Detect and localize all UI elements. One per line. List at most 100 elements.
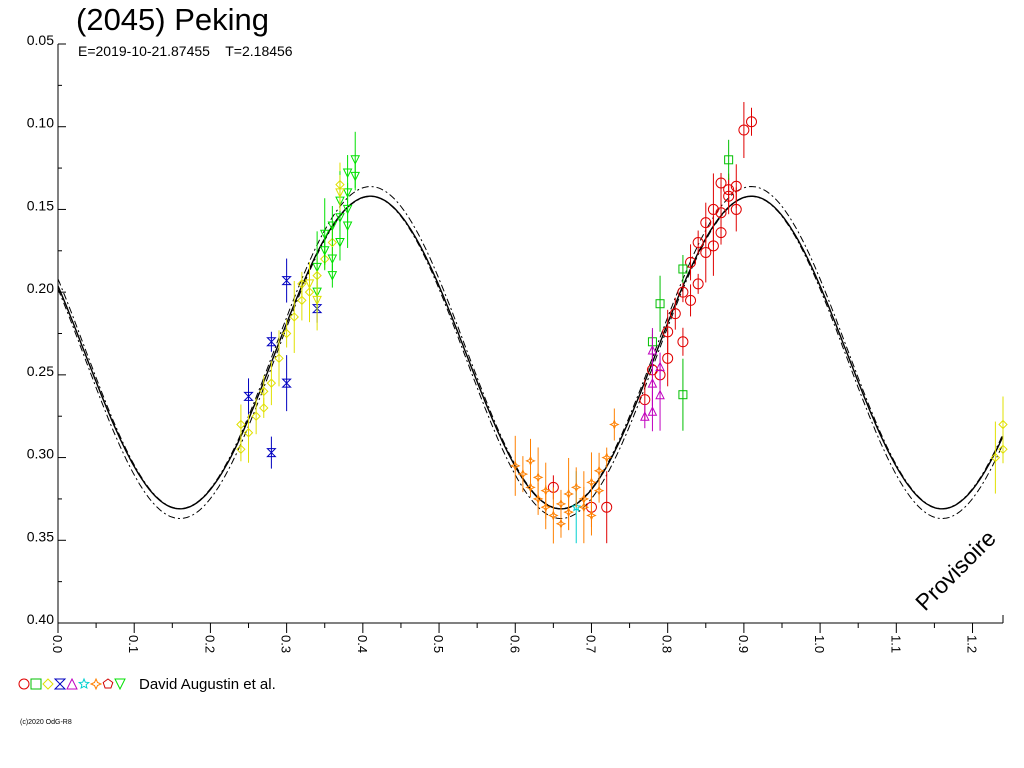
data-point bbox=[685, 294, 697, 306]
y-tick-label: 0.15 bbox=[27, 197, 54, 213]
x-tick-label: 0.3 bbox=[279, 635, 294, 653]
data-point bbox=[707, 203, 719, 215]
data-point bbox=[312, 262, 322, 273]
data-point bbox=[236, 444, 246, 455]
x-tick-label: 1.1 bbox=[888, 635, 903, 653]
data-point bbox=[281, 378, 292, 388]
data-point bbox=[335, 188, 345, 199]
data-point bbox=[669, 308, 681, 320]
series-circle-0 bbox=[547, 102, 758, 544]
data-point bbox=[601, 452, 612, 463]
data-point bbox=[593, 465, 605, 477]
data-point bbox=[601, 501, 613, 513]
data-point bbox=[350, 171, 361, 182]
x-tick-label: 0.6 bbox=[507, 635, 522, 653]
data-point bbox=[571, 501, 582, 512]
data-point bbox=[715, 207, 727, 219]
data-point bbox=[990, 452, 1001, 463]
data-point bbox=[707, 240, 719, 252]
x-tick-label: 0.0 bbox=[50, 635, 65, 653]
data-point bbox=[723, 190, 735, 202]
data-point bbox=[281, 276, 292, 286]
data-point bbox=[266, 337, 277, 347]
data-point bbox=[647, 406, 658, 416]
y-tick-label: 0.05 bbox=[27, 32, 54, 48]
data-point bbox=[297, 295, 307, 306]
legend-symbol bbox=[30, 678, 42, 690]
x-tick-label: 1.0 bbox=[812, 635, 827, 653]
x-tick-label: 0.2 bbox=[202, 635, 217, 653]
data-point bbox=[525, 455, 536, 467]
data-point bbox=[274, 353, 284, 364]
series-square-1 bbox=[647, 139, 734, 431]
data-point bbox=[259, 403, 269, 413]
y-tick-label: 0.35 bbox=[27, 528, 54, 544]
data-point bbox=[319, 229, 330, 240]
data-point bbox=[532, 472, 544, 483]
data-point bbox=[700, 246, 712, 258]
y-tick-label: 0.10 bbox=[27, 115, 54, 131]
epoch-period-subtitle: E=2019-10-21.87455 T=2.18456 bbox=[78, 43, 293, 59]
data-point bbox=[662, 352, 674, 364]
data-point bbox=[342, 221, 353, 232]
data-point bbox=[609, 419, 620, 430]
legend: David Augustin et al. bbox=[18, 674, 276, 694]
data-point bbox=[327, 221, 338, 232]
data-points bbox=[236, 102, 1008, 544]
chart-axes: 0.0 0.1 0.2 0.3 0.4 0.5 0.6 0.7 0.8 0.9 1.0 1.1 1.2 0… bbox=[27, 32, 1004, 653]
data-point bbox=[266, 378, 277, 388]
data-point bbox=[327, 271, 338, 281]
series-cross-6 bbox=[509, 408, 620, 544]
data-point bbox=[593, 485, 605, 496]
y-tick-label: 0.40 bbox=[27, 611, 54, 627]
data-point bbox=[563, 506, 574, 518]
series-triangle-down-8 bbox=[312, 131, 361, 313]
legend-symbol bbox=[42, 678, 54, 690]
data-point bbox=[289, 312, 299, 322]
data-point bbox=[509, 460, 521, 472]
legend-observer-text: David Augustin et al. bbox=[139, 675, 276, 693]
legend-symbol bbox=[114, 678, 126, 691]
data-point bbox=[236, 419, 246, 430]
x-tick-label: 0.8 bbox=[660, 635, 675, 653]
data-point bbox=[555, 518, 567, 530]
data-point bbox=[677, 286, 689, 298]
legend-symbol bbox=[53, 678, 67, 690]
data-point bbox=[746, 116, 758, 128]
copyright-note: (c)2020 OdG-R8 bbox=[20, 719, 72, 726]
data-point bbox=[311, 304, 323, 314]
data-point bbox=[692, 237, 704, 249]
legend-symbol bbox=[66, 677, 78, 690]
data-point bbox=[655, 389, 665, 400]
data-point bbox=[586, 477, 597, 488]
data-point bbox=[281, 328, 292, 339]
legend-symbol bbox=[18, 678, 30, 690]
data-point bbox=[304, 287, 315, 297]
data-point bbox=[327, 254, 338, 265]
y-tick-label: 0.25 bbox=[27, 363, 54, 379]
y-tick-label: 0.20 bbox=[27, 280, 54, 296]
data-point bbox=[304, 279, 315, 289]
data-point bbox=[243, 391, 254, 401]
legend-symbol bbox=[77, 677, 91, 690]
data-point bbox=[998, 419, 1008, 430]
data-point bbox=[678, 264, 688, 274]
data-point bbox=[578, 501, 590, 513]
data-point bbox=[655, 299, 665, 309]
data-point bbox=[259, 386, 269, 397]
data-point bbox=[640, 411, 650, 421]
data-point bbox=[692, 278, 704, 290]
data-point bbox=[540, 485, 552, 496]
data-point bbox=[312, 295, 322, 306]
data-point bbox=[647, 378, 658, 388]
x-tick-label: 0.4 bbox=[355, 635, 370, 653]
y-tick-label: 0.30 bbox=[27, 446, 54, 462]
data-point bbox=[724, 155, 734, 165]
x-tick-label: 0.1 bbox=[126, 635, 141, 653]
series-triangle-up-4 bbox=[640, 328, 665, 432]
x-tick-label: 1.2 bbox=[965, 635, 980, 653]
data-point bbox=[555, 498, 567, 510]
data-point bbox=[243, 428, 254, 438]
data-point bbox=[647, 344, 658, 355]
